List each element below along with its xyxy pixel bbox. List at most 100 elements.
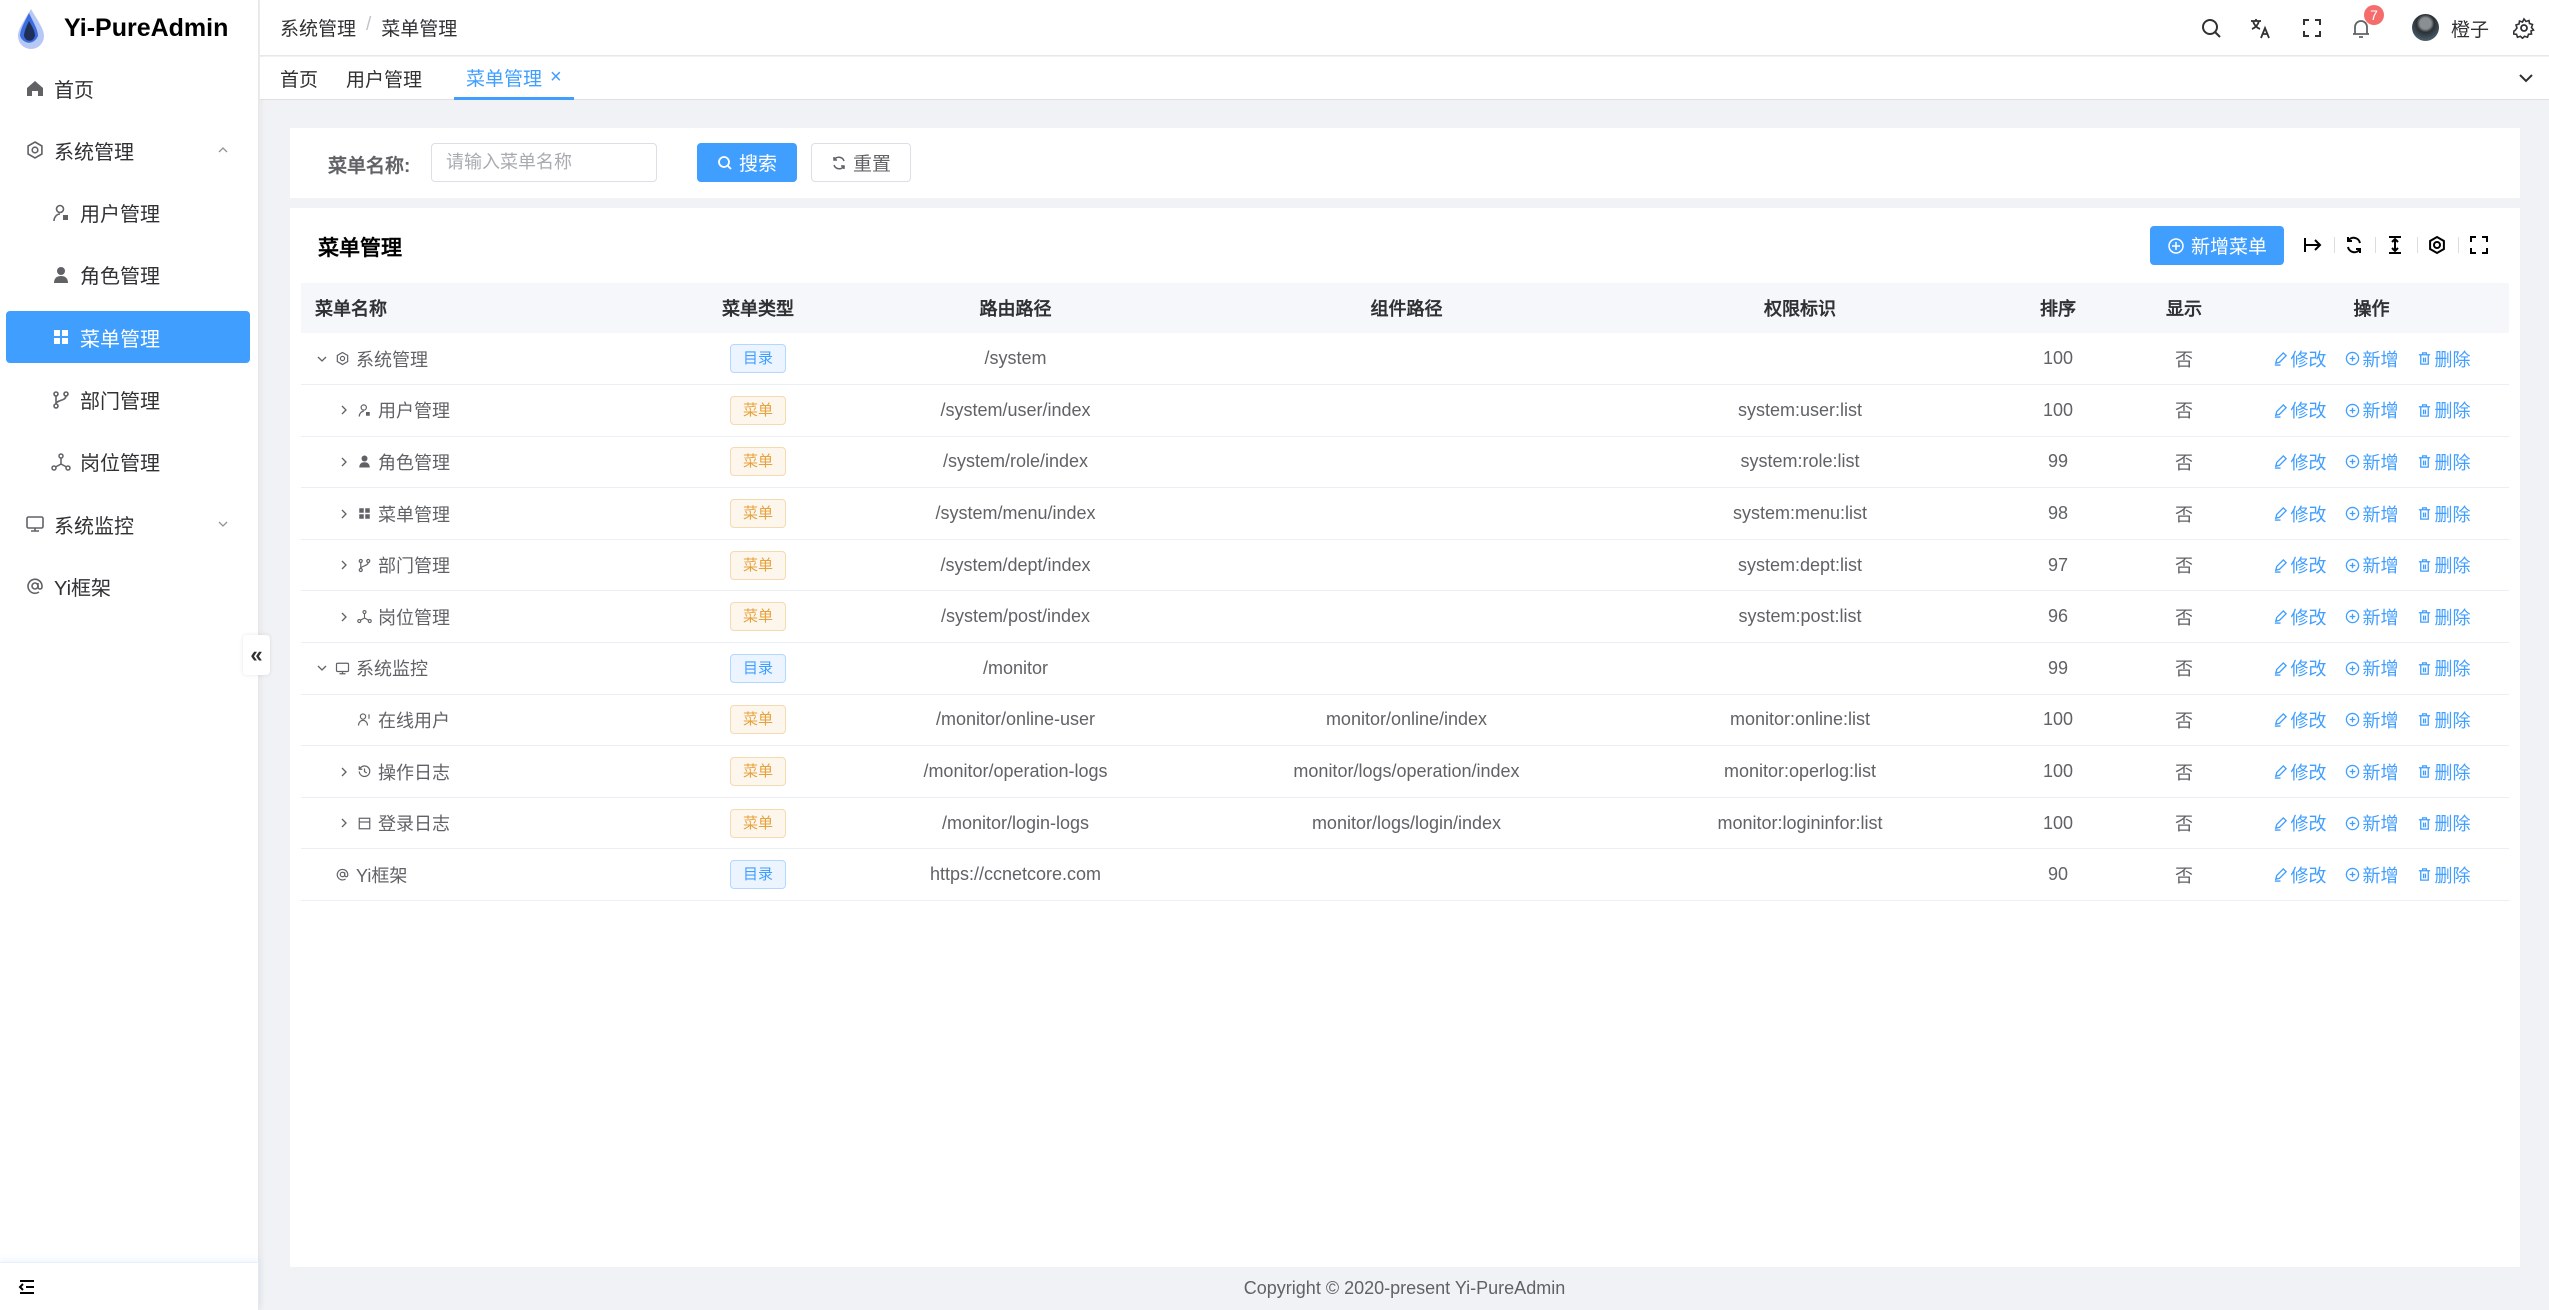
edit-button[interactable]: 修改 [2273,397,2327,423]
visible: 否 [2134,384,2234,437]
refresh-icon[interactable] [2344,235,2364,255]
user-icon [358,404,370,417]
column-settings-gear-icon[interactable] [2427,235,2447,255]
sidebar-item-3[interactable]: 角色管理 [6,249,250,301]
column-header: 权限标识 [1618,283,1982,333]
settings-gear-icon[interactable] [2513,17,2535,39]
delete-button[interactable]: 删除 [2417,449,2471,475]
add-child-button[interactable]: 新增 [2345,655,2399,681]
chevron-right-icon[interactable] [337,610,351,624]
add-child-button[interactable]: 新增 [2345,707,2399,733]
delete-button[interactable]: 删除 [2417,346,2471,372]
add-child-button[interactable]: 新增 [2345,346,2399,372]
chevron-right-icon[interactable] [337,765,351,779]
add-child-button[interactable]: 新增 [2345,449,2399,475]
chevron-down-icon[interactable] [315,661,329,675]
chevron-right-icon[interactable] [337,816,351,830]
sidebar-item-2[interactable]: 用户管理 [6,187,250,239]
table-row: 岗位管理 菜单 /system/post/index system:post:l… [301,590,2509,644]
tab-menu-management[interactable]: 菜单管理 × [454,57,574,100]
edit-button[interactable]: 修改 [2273,346,2327,372]
add-child-button[interactable]: 新增 [2345,501,2399,527]
edit-button[interactable]: 修改 [2273,759,2327,785]
edit-button[interactable]: 修改 [2273,449,2327,475]
menu-name-input[interactable] [431,143,657,182]
edit-button[interactable]: 修改 [2273,501,2327,527]
fullscreen-icon[interactable] [2301,17,2323,39]
chevron-down-icon[interactable] [315,352,329,366]
delete-button[interactable]: 删除 [2417,501,2471,527]
sidebar-item-8[interactable]: Yi框架 [6,560,250,612]
add-child-button[interactable]: 新增 [2345,604,2399,630]
add-child-button[interactable]: 新增 [2345,759,2399,785]
trash-icon [2418,765,2430,778]
translate-icon[interactable] [2249,17,2271,39]
delete-button[interactable]: 删除 [2417,604,2471,630]
add-child-button[interactable]: 新增 [2345,810,2399,836]
visible: 否 [2134,333,2234,386]
edit-button[interactable]: 修改 [2273,604,2327,630]
edit-button[interactable]: 修改 [2273,655,2327,681]
sort-order: 100 [1982,384,2134,437]
bell-icon[interactable] [2350,17,2372,39]
trash-icon [2418,455,2430,469]
sidebar-item-6[interactable]: 岗位管理 [6,436,250,488]
fullscreen-icon[interactable] [2469,235,2489,255]
home-icon [27,81,43,96]
edit-icon [2274,713,2287,728]
logo[interactable]: Yi-PureAdmin [0,0,258,56]
sidebar-item-5[interactable]: 部门管理 [6,374,250,426]
reset-button[interactable]: 重置 [811,143,911,182]
sidebar-item-1[interactable]: 系统管理 [6,124,250,176]
menu-type-tag: 目录 [729,344,786,374]
edit-button[interactable]: 修改 [2273,707,2327,733]
table-row: 系统管理 目录 /system 100 否 修改 新增 删除 [301,333,2509,386]
delete-button[interactable]: 删除 [2417,707,2471,733]
component-path [1195,539,1618,592]
chevron-right-icon[interactable] [337,455,351,469]
expand-collapse-icon[interactable] [2303,235,2323,255]
sidebar-toggle[interactable] [0,1262,259,1310]
add-child-button[interactable]: 新增 [2345,552,2399,578]
username[interactable]: 橙子 [2451,20,2490,41]
edit-button[interactable]: 修改 [2273,552,2327,578]
sidebar: Yi-PureAdmin 首页系统管理用户管理角色管理菜单管理部门管理岗位管理系… [0,0,270,1310]
sidebar-item-0[interactable]: 首页 [6,62,250,114]
delete-button[interactable]: 删除 [2417,552,2471,578]
chevron-down-icon[interactable] [2517,69,2535,87]
edit-icon [2274,558,2287,573]
menu-name: 岗位管理 [378,607,450,628]
tab-user-management[interactable]: 用户管理 [346,57,422,100]
tab-close-icon[interactable]: × [550,65,562,88]
tab-home[interactable]: 首页 [280,57,318,100]
search-button[interactable]: 搜索 [697,143,797,182]
density-icon[interactable] [2385,235,2405,255]
logo-drop-icon [18,9,44,49]
component-path [1195,384,1618,437]
component-path [1195,333,1618,386]
add-child-button[interactable]: 新增 [2345,397,2399,423]
delete-button[interactable]: 删除 [2417,397,2471,423]
breadcrumb-item[interactable]: 系统管理 [280,19,357,40]
search-icon[interactable] [2200,17,2222,39]
chevron-right-icon[interactable] [337,558,351,572]
route-path: /system [836,333,1195,386]
avatar[interactable] [2412,14,2439,41]
at-icon [336,869,349,881]
add-menu-button[interactable]: 新增菜单 [2150,226,2284,265]
delete-button[interactable]: 删除 [2417,862,2471,888]
collapse-sidebar-button[interactable]: « [243,635,270,675]
edit-button[interactable]: 修改 [2273,862,2327,888]
at-icon [27,578,43,595]
delete-button[interactable]: 删除 [2417,759,2471,785]
toolbar-divider [2334,237,2335,253]
chevron-right-icon[interactable] [337,403,351,417]
footer-copyright: Copyright © 2020-present Yi-PureAdmin [1243,1278,1566,1298]
delete-button[interactable]: 删除 [2417,655,2471,681]
edit-button[interactable]: 修改 [2273,810,2327,836]
sidebar-item-7[interactable]: 系统监控 [6,498,250,550]
chevron-right-icon[interactable] [337,507,351,521]
add-child-button[interactable]: 新增 [2345,862,2399,888]
delete-button[interactable]: 删除 [2417,810,2471,836]
sidebar-item-4[interactable]: 菜单管理 [6,311,250,364]
